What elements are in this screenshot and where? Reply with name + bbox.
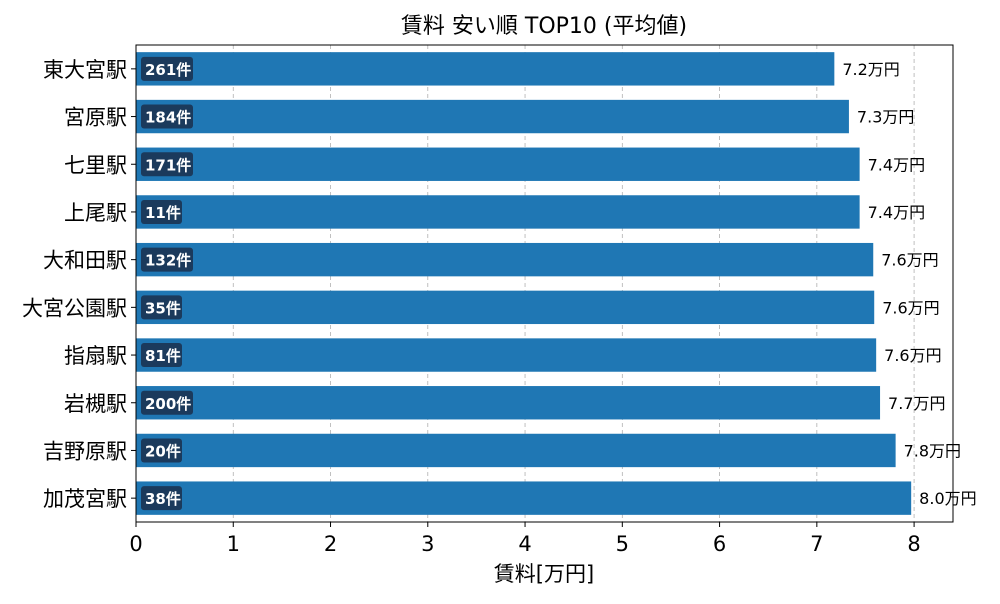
chart-title: 賃料 安い順 TOP10 (平均値)	[401, 14, 687, 39]
bar-6	[136, 338, 877, 372]
x-tick-label-3: 3	[421, 532, 434, 556]
value-label-6: 7.6万円	[884, 346, 941, 365]
value-label-8: 7.8万円	[904, 441, 961, 460]
plot-frame	[135, 44, 954, 523]
bar-7	[136, 386, 881, 420]
category-label-1: 宮原駅	[64, 106, 127, 130]
count-badge-1	[141, 104, 193, 129]
x-tick-label-4: 4	[518, 532, 531, 556]
count-badge-9	[141, 486, 182, 511]
value-label-3: 7.4万円	[868, 203, 925, 222]
count-badge-6	[141, 343, 182, 368]
count-label-3: 11件	[145, 204, 181, 222]
x-tick-label-6: 6	[713, 532, 726, 556]
value-label-1: 7.3万円	[857, 108, 914, 127]
count-badge-8	[141, 438, 182, 463]
bar-3	[136, 195, 860, 229]
bar-4	[136, 242, 874, 277]
x-tick-label-2: 2	[324, 532, 337, 556]
category-label-4: 大和田駅	[43, 249, 127, 273]
count-label-6: 81件	[145, 347, 181, 365]
bar-2	[136, 147, 860, 181]
category-label-6: 指扇駅	[64, 344, 127, 368]
x-tick-label-0: 0	[129, 532, 142, 556]
count-label-5: 35件	[145, 299, 181, 317]
count-badge-0	[141, 56, 193, 81]
category-label-7: 岩槻駅	[64, 392, 127, 416]
category-label-0: 東大宮駅	[43, 58, 127, 82]
value-label-5: 7.6万円	[882, 298, 939, 317]
bar-9	[136, 481, 912, 515]
count-label-9: 38件	[145, 490, 181, 508]
bar-5	[136, 290, 875, 325]
axes: 0 1 2 3 4 5 6 7 8	[129, 44, 954, 556]
count-label-7: 200件	[145, 395, 191, 413]
count-badge-5	[141, 295, 182, 320]
category-label-9: 加茂宮駅	[43, 487, 127, 511]
bar-0	[136, 52, 835, 86]
count-label-8: 20件	[145, 442, 181, 460]
value-label-2: 7.4万円	[868, 155, 925, 174]
value-label-4: 7.6万円	[881, 251, 938, 270]
category-label-2: 七里駅	[64, 153, 127, 177]
count-label-0: 261件	[145, 61, 191, 79]
bars	[136, 52, 912, 515]
x-tick-label-7: 7	[810, 532, 823, 556]
category-label-5: 大宮公園駅	[22, 296, 127, 320]
count-badge-2	[141, 152, 193, 177]
bar-8	[136, 433, 896, 468]
x-tick-label-1: 1	[227, 532, 240, 556]
value-label-7: 7.7万円	[888, 394, 945, 413]
bar-1	[136, 99, 849, 134]
count-badge-7	[141, 390, 193, 415]
value-label-0: 7.2万円	[842, 60, 899, 79]
count-badge-4	[141, 247, 193, 272]
category-label-3: 上尾駅	[64, 201, 127, 225]
value-label-9: 8.0万円	[919, 489, 976, 508]
count-label-4: 132件	[145, 252, 191, 270]
x-tick-label-8: 8	[907, 532, 920, 556]
count-badge-3	[141, 199, 182, 224]
count-label-2: 171件	[145, 156, 191, 174]
x-tick-label-5: 5	[616, 532, 629, 556]
x-axis-label: 賃料[万円]	[494, 562, 594, 586]
count-label-1: 184件	[145, 109, 191, 127]
category-label-8: 吉野原駅	[43, 439, 127, 463]
